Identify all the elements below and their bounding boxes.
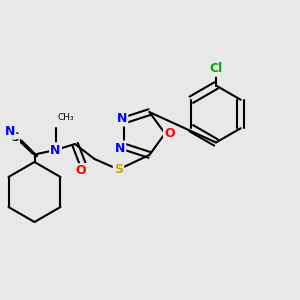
Text: Cl: Cl xyxy=(209,62,223,76)
Text: O: O xyxy=(164,127,175,140)
Text: N: N xyxy=(5,125,15,139)
Text: N: N xyxy=(117,112,127,125)
Text: O: O xyxy=(76,164,86,178)
Text: CH₃: CH₃ xyxy=(57,112,74,122)
Text: S: S xyxy=(114,163,123,176)
Text: N: N xyxy=(115,142,125,155)
Text: C: C xyxy=(10,130,19,144)
Text: N: N xyxy=(50,143,61,157)
